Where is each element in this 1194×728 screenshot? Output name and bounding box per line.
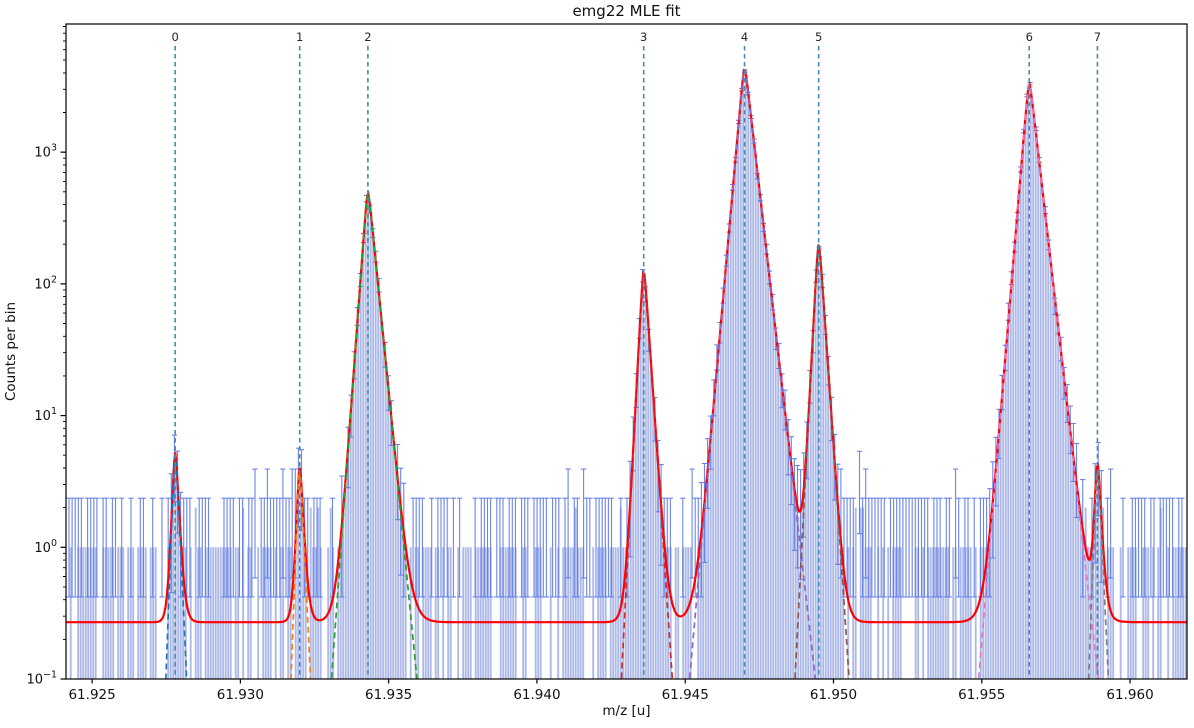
x-tick-label-4: 61.945 [662, 687, 709, 703]
peak-index-label-7: 7 [1094, 30, 1101, 44]
y-axis-label: Counts per bin [3, 302, 19, 401]
x-tick-label-6: 61.955 [958, 687, 1005, 703]
component-curve-3 [620, 270, 674, 679]
component-curve-0 [165, 455, 188, 679]
x-axis: 61.925 61.930 61.935 61.940 61.945 61.950 61.9… [68, 679, 1154, 703]
y-tick-label-1: 100 [34, 538, 57, 556]
peak-index-label-0: 0 [171, 30, 178, 44]
peak-index-label-6: 6 [1026, 30, 1033, 44]
x-tick-label-1: 61.930 [217, 687, 264, 703]
y-tick-label-2: 101 [34, 406, 57, 424]
y-tick-label-3: 102 [34, 274, 57, 292]
y-axis: 10−1 100 101 102 103 [26, 26, 66, 688]
histogram-bars [69, 70, 1187, 679]
x-tick-label-0: 61.925 [68, 687, 115, 703]
plot-area [66, 46, 1187, 679]
y-tick-label-4: 103 [34, 143, 57, 161]
chart-title: emg22 MLE fit [572, 2, 680, 20]
x-tick-label-5: 61.950 [810, 687, 857, 703]
x-axis-label: m/z [u] [602, 703, 650, 719]
x-tick-label-3: 61.940 [513, 687, 560, 703]
error-bars [66, 69, 1185, 598]
x-tick-label-2: 61.935 [365, 687, 412, 703]
peak-index-label-2: 2 [364, 30, 371, 44]
y-tick-label-0: 10−1 [26, 670, 57, 688]
component-curve-5 [794, 244, 850, 679]
y-minor-ticks [63, 26, 66, 640]
total-fit-curve [66, 68, 1187, 624]
component-curve-7 [1087, 469, 1110, 679]
plot-frame [65, 23, 1188, 680]
peak-index-label-4: 4 [741, 30, 748, 44]
component-curve-6 [977, 81, 1100, 679]
peak-index-label-1: 1 [296, 30, 303, 44]
peak-index-label-5: 5 [815, 30, 822, 44]
x-tick-label-7: 61.960 [1106, 687, 1153, 703]
component-curve-1 [290, 470, 312, 679]
component-curve-4 [688, 69, 817, 679]
peak-index-label-3: 3 [640, 30, 647, 44]
component-curve-2 [330, 192, 418, 679]
